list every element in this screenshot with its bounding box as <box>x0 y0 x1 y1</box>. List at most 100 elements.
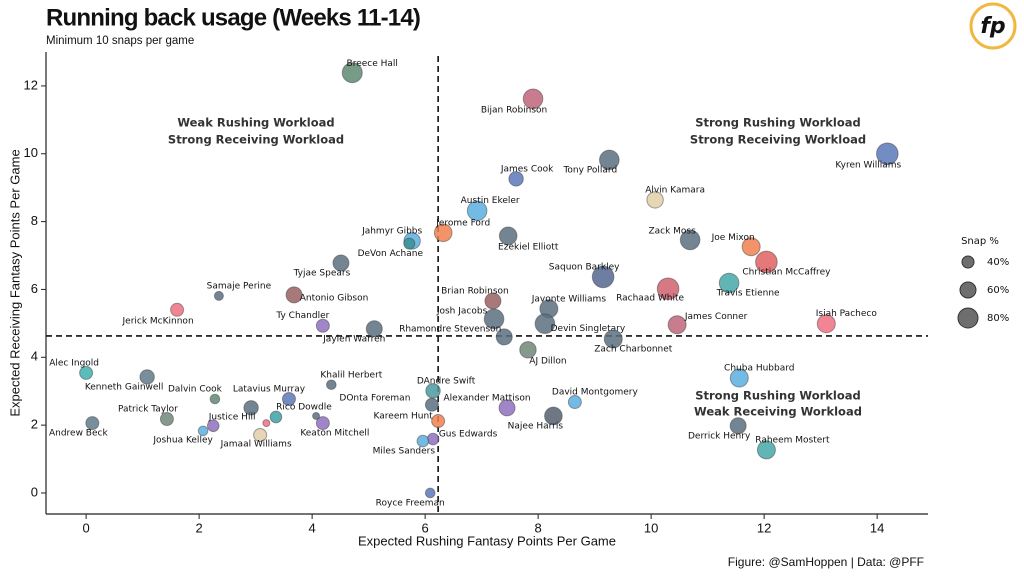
quadrant-label: Strong Receiving Workload <box>690 133 866 147</box>
point-label: Kareem Hunt <box>374 412 434 422</box>
point <box>656 277 680 301</box>
point-label: Najee Harris <box>508 421 564 431</box>
point-label: Christian McCaffrey <box>742 267 831 277</box>
point <box>876 142 899 166</box>
point-label: Antonio Gibson <box>300 293 369 303</box>
x-tick-label: 4 <box>309 520 316 535</box>
point-label: Jerick McKinnon <box>122 316 194 326</box>
point-label: Patrick Taylor <box>118 405 178 415</box>
point <box>646 191 664 209</box>
point <box>483 308 505 330</box>
point <box>718 272 740 294</box>
point <box>466 200 488 222</box>
point <box>508 171 524 187</box>
point-label: Latavius Murray <box>233 385 306 395</box>
point <box>816 314 836 334</box>
point-label: DeVon Achane <box>358 249 424 259</box>
point <box>332 254 350 272</box>
point-label: AJ Dillon <box>529 356 566 366</box>
point <box>544 406 563 426</box>
point <box>755 250 778 274</box>
legend-bubble <box>959 281 977 299</box>
point <box>243 400 259 416</box>
x-tick-label: 10 <box>644 520 658 535</box>
logo: fp <box>980 14 1005 39</box>
point-label: Alvin Kamara <box>645 185 705 195</box>
point <box>269 410 283 424</box>
point <box>281 392 296 407</box>
point-label: DOnta Foreman <box>339 393 410 403</box>
y-tick-label: 2 <box>31 417 38 432</box>
point-label: Devin Singletary <box>551 324 626 334</box>
point-label: Josh Jacobs <box>436 306 488 316</box>
point-label: Zack Moss <box>648 226 696 236</box>
point-label: Jerome Ford <box>435 218 490 228</box>
point <box>498 226 518 246</box>
point-label: James Conner <box>684 312 748 322</box>
point <box>206 419 220 433</box>
point-label: Keaton Mitchell <box>300 429 369 439</box>
point <box>603 329 623 349</box>
legend-label: 60% <box>987 285 1009 296</box>
legend-label: 40% <box>987 257 1009 268</box>
point-label: Jamaal Williams <box>220 439 292 449</box>
point <box>729 417 747 435</box>
x-tick-label: 6 <box>422 520 429 535</box>
point-label: Justice Hill <box>208 412 256 422</box>
point <box>679 229 701 251</box>
point <box>262 419 271 428</box>
chart-subtitle: Minimum 10 snaps per game <box>46 35 194 47</box>
point-label: Joe Mixon <box>711 233 755 243</box>
point <box>285 286 303 304</box>
point-label: James Cook <box>500 164 554 174</box>
y-tick-label: 6 <box>31 281 38 296</box>
point-label: Tyjae Spears <box>293 268 351 278</box>
point <box>433 223 453 243</box>
point <box>213 290 224 301</box>
point <box>741 237 761 257</box>
point-label: Samaje Perine <box>207 281 272 291</box>
point <box>312 411 321 420</box>
point-label: Chuba Hubbard <box>724 363 794 373</box>
point-label: Kyren Williams <box>835 160 901 170</box>
point <box>495 328 513 346</box>
point <box>534 313 556 335</box>
point <box>139 369 155 385</box>
quadrant-label: Strong Rushing Workload <box>695 116 861 130</box>
point <box>197 425 209 437</box>
point <box>365 320 383 338</box>
point <box>209 393 221 405</box>
x-tick-label: 8 <box>535 520 542 535</box>
point <box>403 237 416 250</box>
y-tick-label: 12 <box>24 77 38 92</box>
point-label: Gus Edwards <box>439 430 498 440</box>
point <box>315 416 330 431</box>
point-label: Miles Sanders <box>373 447 436 457</box>
source: Figure: @SamHoppen | Data: @PFF <box>728 555 924 569</box>
point <box>79 365 94 380</box>
chart-title: Running back usage (Weeks 11-14) <box>46 4 420 31</box>
point <box>431 414 446 429</box>
point <box>522 88 544 110</box>
quadrant-label: Weak Receiving Workload <box>694 405 862 419</box>
point <box>599 149 620 171</box>
point-label: Royce Freeman <box>376 498 445 508</box>
point-label: Alexander Mattison <box>443 393 530 403</box>
point <box>315 318 330 333</box>
point <box>253 427 268 442</box>
point-label: Khalil Herbert <box>320 370 382 380</box>
point-label: Rico Dowdle <box>276 402 332 412</box>
point <box>756 440 776 460</box>
point <box>591 265 615 289</box>
legend-bubble <box>957 307 979 329</box>
point <box>519 341 537 359</box>
point-label: Zach Charbonnet <box>594 344 673 354</box>
point-label: Kenneth Gainwell <box>85 382 164 392</box>
point <box>498 399 516 417</box>
point-label: Isiah Pacheco <box>816 309 878 319</box>
point-label: Derrick Henry <box>688 431 751 441</box>
point-label: Ty Chandler <box>275 311 329 321</box>
x-tick-label: 12 <box>757 520 771 535</box>
point-label: Tony Pollard <box>562 165 617 175</box>
legend-bubble <box>961 255 975 269</box>
